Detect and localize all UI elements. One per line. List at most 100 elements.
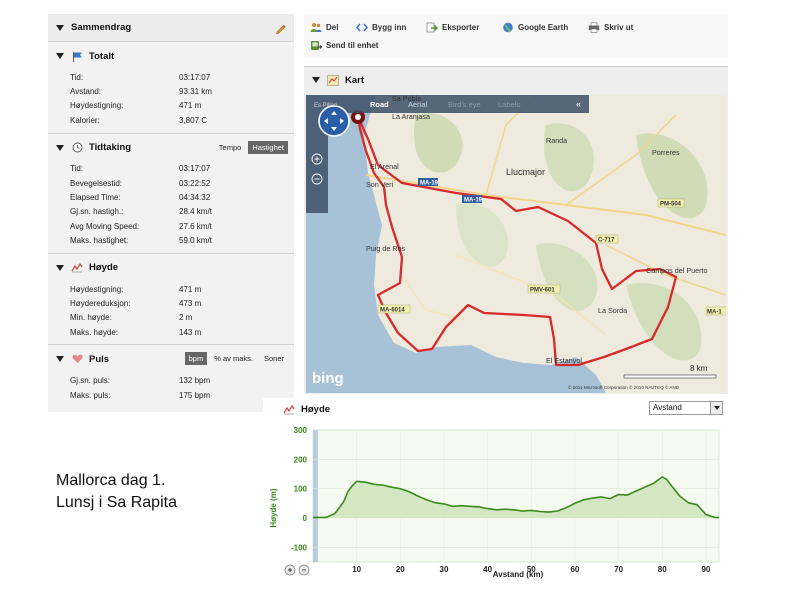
x-tick-label: 50 bbox=[527, 565, 536, 574]
collapse-triangle-icon[interactable] bbox=[56, 24, 64, 31]
stat-row: Tid: 03:17:07 bbox=[48, 162, 294, 176]
totalt-header[interactable]: Totalt bbox=[48, 42, 294, 70]
tab-hastighet[interactable]: Hastighet bbox=[248, 140, 288, 154]
x-tick-label: 40 bbox=[483, 565, 492, 574]
tidtaking-header[interactable]: Tidtaking Tempo Hastighet bbox=[48, 134, 294, 162]
totalt-rows: Tid: 03:17:07 Avstand: 93.31 km Høydestign… bbox=[48, 70, 294, 128]
stat-label: Bevegelsestid: bbox=[70, 178, 123, 188]
start-marker[interactable] bbox=[351, 110, 365, 124]
y-tick-label: 0 bbox=[303, 514, 308, 523]
elevation-line bbox=[313, 476, 719, 519]
caption-line: Mallorca dag 1. bbox=[56, 472, 166, 489]
pulse-mode-toggle: bpm % av maks. Soner bbox=[184, 352, 288, 366]
send-to-device-button[interactable]: Send til enhet bbox=[310, 40, 378, 51]
stat-label: Kalorier: bbox=[70, 115, 100, 125]
stat-row: Kalorier: 3,807 C bbox=[48, 113, 294, 127]
collapse-triangle-icon[interactable] bbox=[56, 144, 64, 151]
puls-header[interactable]: Puls bpm % av maks. Soner bbox=[48, 345, 294, 373]
caption-line: Lunsj i Sa Rapita bbox=[56, 494, 177, 511]
range-handle[interactable] bbox=[313, 430, 318, 562]
map-mode-bar bbox=[306, 95, 589, 113]
road-line bbox=[565, 114, 677, 206]
stat-label: Elapsed Time: bbox=[70, 193, 121, 203]
globe-icon bbox=[503, 22, 513, 33]
export-button[interactable]: Eksporter bbox=[426, 22, 479, 33]
stat-value: 03:17:07 bbox=[179, 72, 211, 82]
vegetation-area bbox=[536, 243, 598, 311]
stat-value: 93.31 km bbox=[179, 87, 212, 97]
map-header[interactable]: Kart bbox=[304, 67, 728, 93]
stat-label: Maks. høyde: bbox=[70, 327, 119, 337]
printer-icon bbox=[588, 22, 600, 33]
pencil-icon[interactable] bbox=[275, 23, 286, 34]
zoom-in-button[interactable] bbox=[311, 153, 323, 165]
elevation-chart[interactable]: 300 200 100 0 -100 10 20 30 40 50 60 70 80 90 Høyde … bbox=[263, 420, 727, 582]
tab-soner[interactable]: Soner bbox=[263, 354, 284, 364]
mode-labels[interactable]: Labels bbox=[498, 100, 520, 109]
totalt-title: Totalt bbox=[89, 50, 115, 62]
tab-percent-max[interactable]: % av maks. bbox=[214, 354, 253, 364]
road-shield: PM-504 bbox=[660, 202, 682, 208]
embed-button[interactable]: Bygg inn bbox=[356, 22, 406, 33]
stat-value: 28.4 km/t bbox=[179, 207, 212, 217]
stat-row: Høydestigning: 471 m bbox=[48, 282, 294, 296]
y-tick-label: 300 bbox=[294, 426, 308, 435]
stat-value: 471 m bbox=[179, 101, 202, 111]
print-label: Skriv ut bbox=[604, 23, 634, 32]
stat-label: Avg Moving Speed: bbox=[70, 221, 140, 231]
collapse-triangle-icon[interactable] bbox=[56, 264, 64, 271]
hoyde-title: Høyde bbox=[89, 262, 119, 274]
y-tick-label: -100 bbox=[291, 543, 308, 552]
tab-bpm[interactable]: bpm bbox=[184, 352, 208, 366]
map-icon bbox=[327, 74, 339, 86]
share-button[interactable]: Del bbox=[310, 22, 338, 33]
place-label: Sa Pobla bbox=[392, 95, 421, 103]
zoom-out-button[interactable] bbox=[311, 173, 323, 185]
stat-row: Maks. puls: 175 bpm bbox=[48, 388, 294, 402]
tidtaking-title: Tidtaking bbox=[89, 142, 132, 154]
google-earth-button[interactable]: Google Earth bbox=[502, 22, 568, 33]
road-shield: MA-6014 bbox=[380, 308, 405, 314]
slide-caption: Mallorca dag 1. Lunsj i Sa Rapita bbox=[56, 470, 177, 514]
place-label: Puig de Ros bbox=[366, 244, 406, 253]
collapse-triangle-icon[interactable] bbox=[56, 356, 64, 363]
summary-header[interactable]: Sammendrag bbox=[48, 14, 294, 42]
hoyde-header[interactable]: Høyde bbox=[48, 254, 294, 282]
chevron-down-icon[interactable] bbox=[710, 402, 722, 414]
scale-bar bbox=[623, 374, 717, 379]
zoom-in-chart-button[interactable] bbox=[284, 564, 296, 576]
section-divider bbox=[48, 252, 294, 254]
y-ticks: 300 200 100 0 -100 bbox=[291, 426, 308, 552]
stat-row: Maks. hastighet: 59.0 km/t bbox=[48, 234, 294, 248]
print-button[interactable]: Skriv ut bbox=[588, 22, 633, 33]
section-divider bbox=[48, 132, 294, 134]
tab-tempo[interactable]: Tempo bbox=[218, 142, 242, 152]
road-shield: MA-19 bbox=[464, 198, 483, 204]
collapse-triangle-icon[interactable] bbox=[56, 53, 64, 59]
place-label: La Sorda bbox=[598, 306, 627, 315]
stat-row: Høydestigning: 471 m bbox=[48, 99, 294, 113]
place-label: Son Veri bbox=[366, 180, 394, 189]
tidtaking-rows: Tid: 03:17:07 Bevegelsestid: 03:22:52 Elap… bbox=[48, 162, 294, 248]
collapse-nav-icon[interactable]: « bbox=[576, 99, 581, 109]
stat-value: 03:22:52 bbox=[179, 178, 211, 188]
mode-aerial[interactable]: Aerial bbox=[408, 100, 428, 109]
send-to-device-label: Send til enhet bbox=[326, 41, 379, 50]
mode-road[interactable]: Road bbox=[370, 100, 389, 109]
pan-control[interactable] bbox=[318, 105, 350, 137]
elevation-header[interactable]: Høyde Avstand bbox=[263, 398, 727, 420]
elevation-title: Høyde bbox=[301, 403, 331, 415]
zoom-out-chart-button[interactable] bbox=[298, 564, 310, 576]
collapse-triangle-icon[interactable] bbox=[312, 77, 320, 83]
mode-birds-eye[interactable]: Bird's eye bbox=[448, 100, 481, 109]
place-label: Randa bbox=[546, 136, 567, 145]
map-canvas[interactable]: Road Aerial Bird's eye Labels « Sa Pobla bbox=[306, 95, 726, 393]
bing-logo: bing bbox=[312, 370, 344, 387]
road-line bbox=[455, 254, 607, 336]
map-copyright: © 2011 Microsoft Corporation © 2010 NAVT… bbox=[568, 384, 680, 390]
x-ticks: 10 20 30 40 50 60 70 80 90 bbox=[352, 565, 711, 574]
x-axis-select[interactable]: Avstand bbox=[649, 401, 723, 415]
route-map[interactable]: Road Aerial Bird's eye Labels « Sa Pobla bbox=[306, 95, 726, 393]
x-axis-label: Avstand (km) bbox=[493, 570, 544, 579]
embed-label: Bygg inn bbox=[372, 23, 407, 32]
